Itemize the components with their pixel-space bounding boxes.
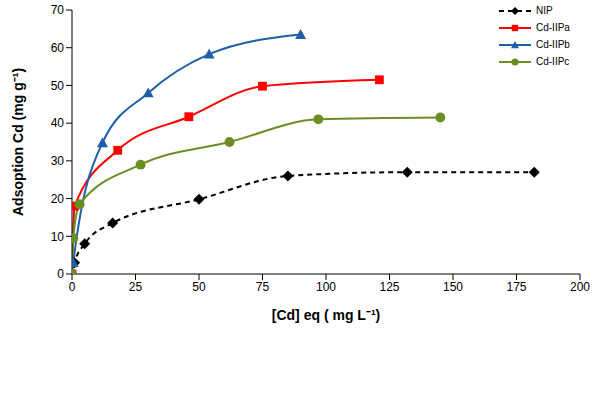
svg-text:50: 50 [51,79,65,93]
html-text:Cd-IIPa: Cd-IIPa [536,22,570,33]
svg-text:Adsoption Cd (mg g⁻¹): Adsoption Cd (mg g⁻¹) [10,68,26,216]
svg-text:0: 0 [69,280,76,294]
html-text:Cd-IIPb: Cd-IIPb [536,39,570,50]
html-text:Cd-IIPc: Cd-IIPc [536,56,570,67]
svg-text:50: 50 [192,280,206,294]
svg-text:[Cd] eq ( mg L⁻¹): [Cd] eq ( mg L⁻¹) [272,307,380,323]
svg-text:150: 150 [443,280,463,294]
svg-text:100: 100 [316,280,336,294]
svg-text:70: 70 [51,3,65,17]
svg-text:10: 10 [51,230,65,244]
svg-text:60: 60 [51,41,65,55]
svg-text:30: 30 [51,154,65,168]
svg-text:25: 25 [129,280,143,294]
svg-text:175: 175 [506,280,526,294]
svg-text:20: 20 [51,192,65,206]
svg-text:0: 0 [57,267,64,281]
svg-text:125: 125 [379,280,399,294]
html-text:NIP: NIP [536,5,553,16]
svg-text:75: 75 [256,280,270,294]
svg-text:40: 40 [51,116,65,130]
svg-text:200: 200 [570,280,584,294]
